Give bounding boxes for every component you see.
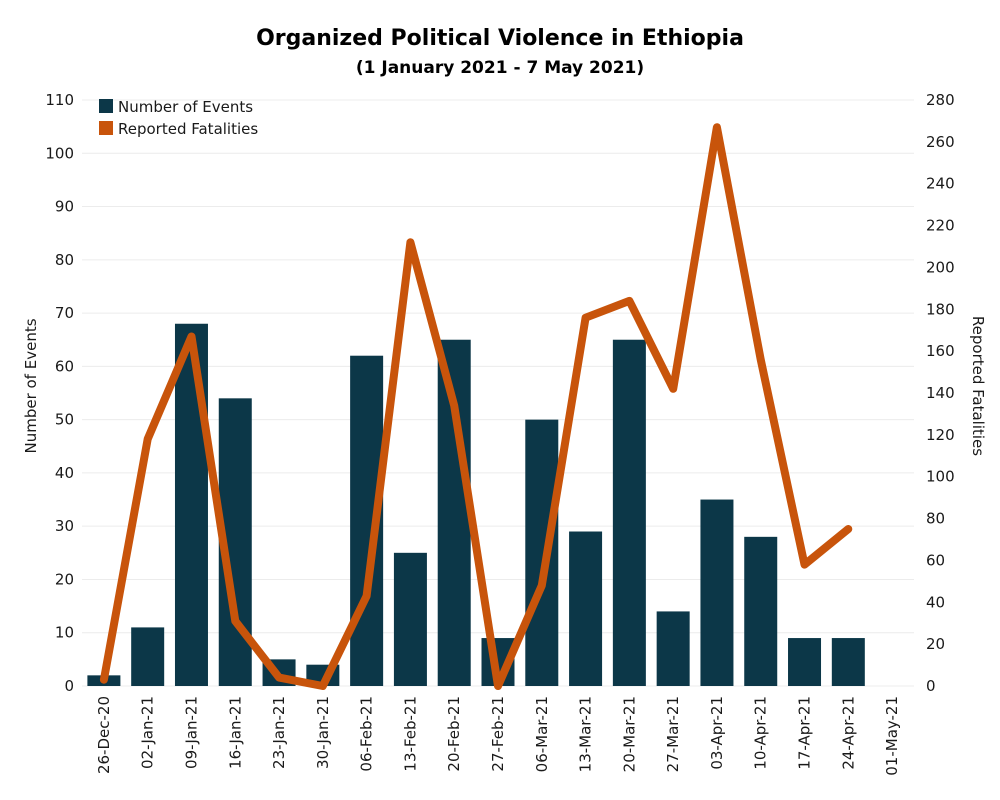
x-tick-label: 27-Feb-21 xyxy=(489,696,507,772)
x-tick-label: 20-Mar-21 xyxy=(620,696,638,772)
line-series xyxy=(99,123,853,690)
x-tick-label: 02-Jan-21 xyxy=(139,696,157,769)
y-tick-label: 100 xyxy=(45,144,74,162)
y-tick-label: 50 xyxy=(55,411,74,429)
x-tick-label: 09-Jan-21 xyxy=(183,696,201,769)
bar-10-Apr-21 xyxy=(744,536,778,686)
bar-09-Jan-21 xyxy=(174,323,208,686)
x-tick-label: 13-Feb-21 xyxy=(401,696,419,772)
x-axis-ticks: 26-Dec-20 02-Jan-21 09-Jan-21 16-Jan-21 23-J… xyxy=(95,696,901,776)
y2-tick-label: 260 xyxy=(926,133,955,151)
legend: Number of Events Reported Fatalities xyxy=(99,98,258,138)
y-tick-label: 20 xyxy=(55,570,74,588)
y-axis-title: Number of Events xyxy=(22,318,40,453)
y-tick-label: 10 xyxy=(55,624,74,642)
x-tick-label: 03-Apr-21 xyxy=(708,696,726,770)
x-tick-label: 01-May-21 xyxy=(883,696,901,776)
y2-tick-label: 0 xyxy=(926,677,936,695)
bar-27-Mar-21 xyxy=(656,611,690,686)
bar-17-Apr-21 xyxy=(788,638,822,686)
x-tick-label: 06-Mar-21 xyxy=(533,696,551,772)
y2-tick-label: 140 xyxy=(926,384,955,402)
y2-tick-label: 40 xyxy=(926,593,945,611)
x-tick-label: 20-Feb-21 xyxy=(445,696,463,772)
legend-swatch-fatalities xyxy=(99,121,113,135)
y2-tick-label: 220 xyxy=(926,217,955,235)
y-tick-label: 70 xyxy=(55,304,74,322)
bar-06-Mar-21 xyxy=(525,419,559,686)
y-tick-label: 0 xyxy=(64,677,74,695)
x-tick-label: 30-Jan-21 xyxy=(314,696,332,769)
y2-axis-title: Reported Fatalities xyxy=(969,316,987,456)
y2-tick-label: 240 xyxy=(926,175,955,193)
y2-tick-label: 160 xyxy=(926,342,955,360)
bar-03-Apr-21 xyxy=(700,499,734,686)
x-tick-label: 13-Mar-21 xyxy=(577,696,595,772)
fatalities-line xyxy=(99,123,853,690)
x-tick-label: 06-Feb-21 xyxy=(358,696,376,772)
y2-tick-label: 20 xyxy=(926,635,945,653)
bar-24-Apr-21 xyxy=(831,638,865,686)
x-tick-label: 27-Mar-21 xyxy=(664,696,682,772)
bar-series xyxy=(87,323,865,686)
bar-13-Feb-21 xyxy=(393,552,427,686)
x-tick-label: 10-Apr-21 xyxy=(752,696,770,770)
y-axis-ticks: 0 10 20 30 40 50 60 70 80 90 100 110 xyxy=(45,91,74,695)
bar-02-Jan-21 xyxy=(131,627,165,686)
x-tick-label: 26-Dec-20 xyxy=(95,696,113,774)
legend-label-fatalities: Reported Fatalities xyxy=(118,120,258,138)
y2-tick-label: 280 xyxy=(926,91,955,109)
y2-tick-label: 180 xyxy=(926,300,955,318)
chart-subtitle: (1 January 2021 - 7 May 2021) xyxy=(356,58,644,78)
x-tick-label: 17-Apr-21 xyxy=(796,696,814,770)
y2-tick-label: 120 xyxy=(926,426,955,444)
y2-tick-label: 200 xyxy=(926,258,955,276)
legend-swatch-events xyxy=(99,99,113,113)
y-tick-label: 110 xyxy=(45,91,74,109)
y2-tick-label: 60 xyxy=(926,551,945,569)
x-tick-label: 24-Apr-21 xyxy=(839,696,857,770)
x-tick-label: 16-Jan-21 xyxy=(226,696,244,769)
legend-label-events: Number of Events xyxy=(118,98,253,116)
y-tick-label: 40 xyxy=(55,464,74,482)
x-tick-label: 23-Jan-21 xyxy=(270,696,288,769)
y-tick-label: 90 xyxy=(55,198,74,216)
y-tick-label: 80 xyxy=(55,251,74,269)
y-tick-label: 30 xyxy=(55,517,74,535)
y-tick-label: 60 xyxy=(55,357,74,375)
bar-13-Mar-21 xyxy=(569,531,603,686)
y2-tick-label: 100 xyxy=(926,468,955,486)
y2-axis-ticks: 0 20 40 60 80 100 120 140 160 180 200 220 240 260 280 xyxy=(926,91,955,695)
y2-tick-label: 80 xyxy=(926,510,945,528)
chart-title: Organized Political Violence in Ethiopia xyxy=(256,26,744,51)
bar-20-Mar-21 xyxy=(612,339,646,686)
